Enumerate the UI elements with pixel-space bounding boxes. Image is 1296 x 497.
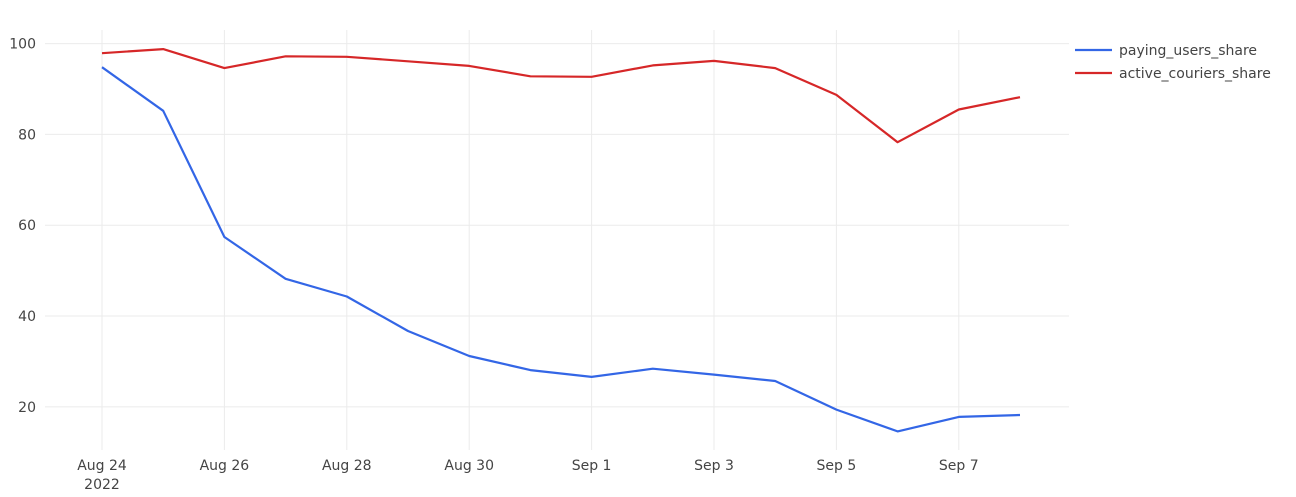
x-tick-label: Sep 7: [939, 458, 979, 474]
x-tick-year-label: 2022: [84, 477, 120, 493]
series-line-active-couriers-share[interactable]: [101, 47, 1021, 144]
y-tick-label: 80: [18, 127, 36, 143]
legend-label: paying_users_share: [1119, 43, 1257, 59]
x-axis: Aug 24 2022 Aug 26 Aug 28 Aug 30 Sep 1 Sep 3 Se…: [77, 458, 978, 493]
legend-label: active_couriers_share: [1119, 66, 1271, 82]
legend-item-active-couriers-share[interactable]: active_couriers_share: [1075, 66, 1271, 82]
x-tick-label: Aug 24: [77, 458, 127, 474]
x-tick-label: Sep 5: [817, 458, 857, 474]
y-tick-label: 60: [18, 218, 36, 234]
x-tick-label: Sep 3: [694, 458, 734, 474]
y-tick-label: 20: [18, 400, 36, 416]
x-tick-label: Aug 30: [444, 458, 494, 474]
y-tick-label: 40: [18, 309, 36, 325]
legend-item-paying-users-share[interactable]: paying_users_share: [1075, 43, 1257, 59]
x-tick-label: Aug 26: [200, 458, 250, 474]
series-lines: [101, 47, 1021, 433]
y-axis: 20 40 60 80 100: [9, 37, 36, 416]
x-tick-label: Sep 1: [572, 458, 612, 474]
y-tick-label: 100: [9, 37, 36, 53]
grid: [45, 30, 1069, 450]
x-tick-label: Aug 28: [322, 458, 372, 474]
legend[interactable]: paying_users_share active_couriers_share: [1075, 43, 1271, 82]
series-line-paying-users-share[interactable]: [101, 66, 1021, 433]
